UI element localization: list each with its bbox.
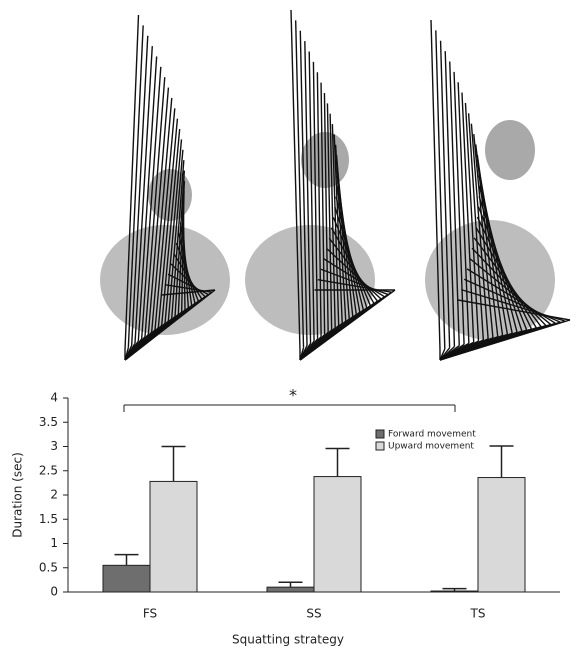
y-axis-label: Duration (sec) — [11, 452, 25, 538]
y-tick-label: 4 — [50, 391, 58, 405]
y-tick-label: 1 — [50, 536, 58, 550]
y-tick-label: 3 — [50, 439, 58, 453]
legend-swatch — [376, 442, 384, 450]
legend-label: Upward movement — [388, 442, 474, 452]
x-tick-label: FS — [143, 607, 157, 621]
x-tick-label: TS — [470, 607, 486, 621]
significance-mark: * — [289, 386, 297, 405]
legend-swatch — [376, 430, 384, 438]
y-tick-label: 3.5 — [39, 415, 58, 429]
y-tick-label: 0 — [50, 585, 58, 599]
x-axis-label: Squatting strategy — [232, 633, 344, 647]
legend-label: Forward movement — [388, 430, 476, 440]
x-tick-label: SS — [306, 607, 321, 621]
squat-sketches — [100, 10, 570, 360]
y-tick-label: 2 — [50, 488, 58, 502]
bar — [314, 477, 361, 592]
bar — [267, 587, 314, 592]
y-tick-label: 2.5 — [39, 463, 58, 477]
figure: * Squatting strategy Duration (sec) 0 0.5… — [0, 0, 576, 650]
y-tick-label: 0.5 — [39, 560, 58, 574]
bar — [431, 591, 478, 592]
bar — [478, 478, 525, 592]
y-tick-label: 1.5 — [39, 512, 58, 526]
bar — [150, 481, 197, 592]
bar — [103, 565, 150, 592]
page: * Squatting strategy Duration (sec) 0 0.5… — [0, 0, 576, 654]
silhouette — [485, 120, 535, 180]
